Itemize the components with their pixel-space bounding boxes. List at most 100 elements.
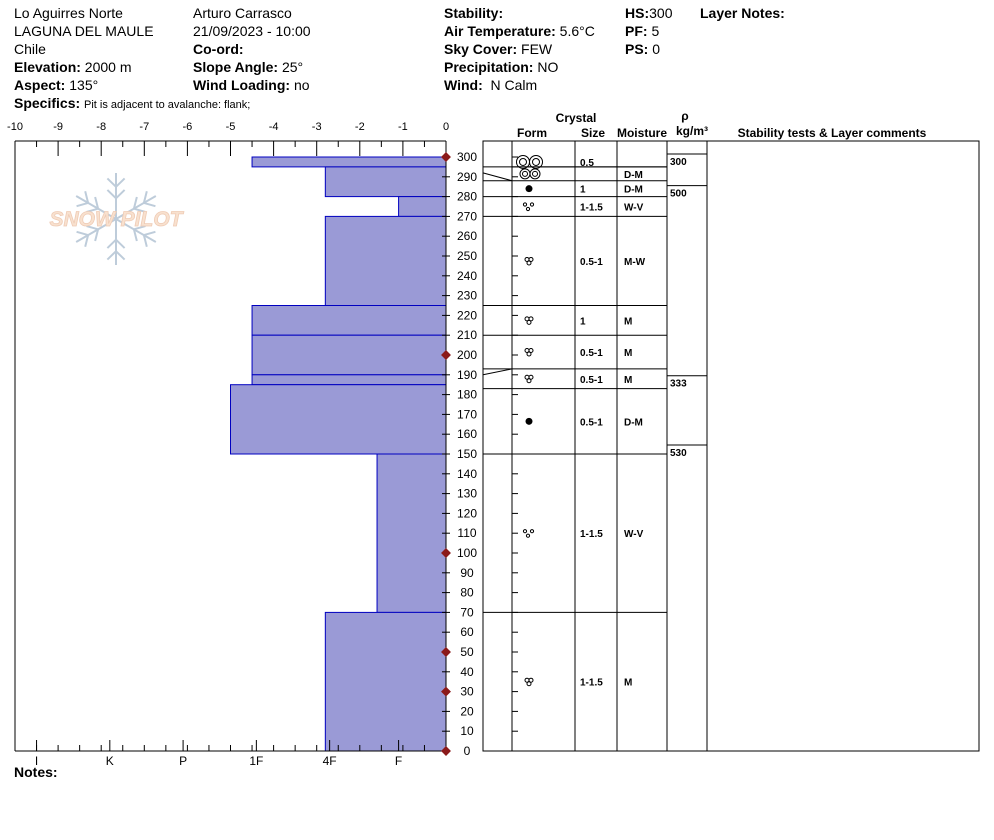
grain-size-value: 1 — [580, 316, 586, 327]
snowflake-branch — [76, 201, 89, 208]
slope-row: Slope Angle: 25° — [193, 58, 303, 76]
hs-value: 300 — [649, 5, 673, 21]
grain-circle — [532, 157, 540, 166]
coord-row: Co-ord: — [193, 40, 244, 58]
snowflake-branch — [132, 229, 138, 242]
y-tick-label: 80 — [460, 586, 474, 600]
coord-label: Co-ord: — [193, 41, 244, 57]
aspect-label: Aspect: — [14, 77, 66, 93]
pf-row: PF: 5 — [625, 22, 659, 40]
observer-name: Arturo Carrasco — [193, 5, 292, 21]
density-value: 300 — [670, 157, 687, 168]
moisture-value: M — [624, 375, 632, 386]
measurement-marker — [441, 647, 451, 657]
moisture-value: D-M — [624, 417, 643, 428]
grain-size-value: 0.5-1 — [580, 348, 603, 359]
snowflake-branch — [115, 189, 126, 200]
layer-link — [482, 368, 513, 376]
x-bottom-hardness-label: 4F — [323, 754, 337, 768]
moisture-value: M — [624, 678, 632, 689]
grain-circle — [526, 378, 532, 384]
aspect-value: 135° — [69, 77, 99, 93]
snowflake-branch — [84, 234, 90, 247]
grain-form-icon — [524, 677, 534, 687]
air-temp-value: 5.6°C — [559, 23, 595, 39]
snowflake-branch — [115, 177, 126, 188]
moisture-value: W-V — [624, 529, 644, 540]
x-top-tick-label: -9 — [53, 121, 63, 133]
snowflake-branch — [86, 225, 99, 231]
header-rho: ρ — [681, 109, 688, 123]
grain-size-value: 1-1.5 — [580, 529, 603, 540]
snowflake-branch — [94, 229, 100, 242]
grain-size-value: 1 — [580, 185, 586, 196]
hardness-bars — [230, 156, 447, 752]
snowflake-branch — [115, 250, 126, 261]
y-tick-label: 180 — [457, 388, 477, 402]
x-top-tick-label: -4 — [269, 121, 279, 133]
measurement-marker — [441, 746, 451, 756]
grain-form-icon — [524, 374, 534, 384]
snowflake-branch — [115, 238, 126, 249]
y-tick-label: 150 — [457, 447, 477, 461]
y-tick-label: 120 — [457, 506, 477, 520]
snowflake-icon — [75, 173, 157, 265]
grain-circle — [522, 202, 528, 207]
ps-value: 0 — [652, 41, 661, 57]
y-tick-label: 250 — [457, 249, 477, 263]
grain-size-value: 0.5-1 — [580, 417, 603, 428]
hs-row: HS:300 — [625, 4, 672, 22]
grain-circle — [519, 157, 527, 166]
y-tick-label: 110 — [457, 526, 476, 540]
grain-dot — [525, 417, 533, 425]
grain-circle — [525, 206, 531, 212]
grain-circle — [532, 170, 538, 177]
grain-circle — [522, 170, 528, 177]
header-rho-unit: kg/m³ — [676, 124, 708, 138]
y-tick-label: 270 — [457, 209, 477, 223]
snowflake-branch — [94, 196, 100, 209]
measurement-marker — [441, 686, 451, 697]
snowflake-branch — [142, 191, 148, 204]
moisture-value: W-V — [624, 203, 644, 214]
snowflake-branch — [106, 238, 117, 249]
snowflake-arm — [115, 195, 157, 220]
specifics-row: Specifics: Pit is adjacent to avalanche:… — [14, 94, 250, 114]
hardness-bar — [324, 215, 447, 306]
header-form: Form — [517, 126, 547, 140]
x-bottom-hardness-label: K — [106, 754, 114, 768]
grain-size-value: 1-1.5 — [580, 203, 603, 214]
y-tick-label: 70 — [460, 605, 474, 619]
location-name: Lo Aguirres Norte — [14, 5, 123, 21]
snowflake-branch — [143, 201, 156, 208]
x-top-tick-label: -2 — [355, 121, 365, 133]
y-tick-label: 100 — [457, 546, 477, 560]
grain-dot — [525, 185, 533, 193]
air-temp-row: Air Temperature: 5.6°C — [444, 22, 595, 40]
sky-cover-value: FEW — [521, 41, 553, 57]
grain-form-icon — [522, 202, 535, 212]
elevation-label: Elevation: — [14, 59, 81, 75]
snowflake-branch — [106, 177, 117, 188]
wind-loading-label: Wind Loading: — [193, 77, 291, 93]
y-tick-label: 30 — [460, 685, 474, 699]
x-top-tick-label: -5 — [226, 121, 236, 133]
wind-label: Wind: — [444, 77, 483, 93]
elevation-row: Elevation: 2000 m — [14, 58, 132, 76]
layer-table: Crystal Form Size Moisture ρkg/m³ Stability t… — [482, 109, 980, 752]
y-tick-label: 60 — [460, 625, 474, 639]
layer-link — [482, 172, 513, 182]
layer-notes-row: Layer Notes: — [700, 4, 785, 22]
x-bottom-hardness-label: 1F — [249, 754, 263, 768]
layer-notes-label: Layer Notes: — [700, 5, 785, 21]
y-tick-label: 200 — [457, 348, 477, 362]
x-bottom-hardness-label: F — [395, 754, 402, 768]
y-tick-label: 130 — [457, 487, 477, 501]
pf-value: 5 — [651, 23, 660, 39]
y-tick-label: 20 — [460, 704, 474, 718]
hardness-bar — [251, 156, 447, 168]
y-tick-label: 10 — [460, 724, 474, 738]
wind-row: Wind: N Calm — [444, 76, 537, 94]
x-bottom-hardness-label: P — [179, 754, 187, 768]
